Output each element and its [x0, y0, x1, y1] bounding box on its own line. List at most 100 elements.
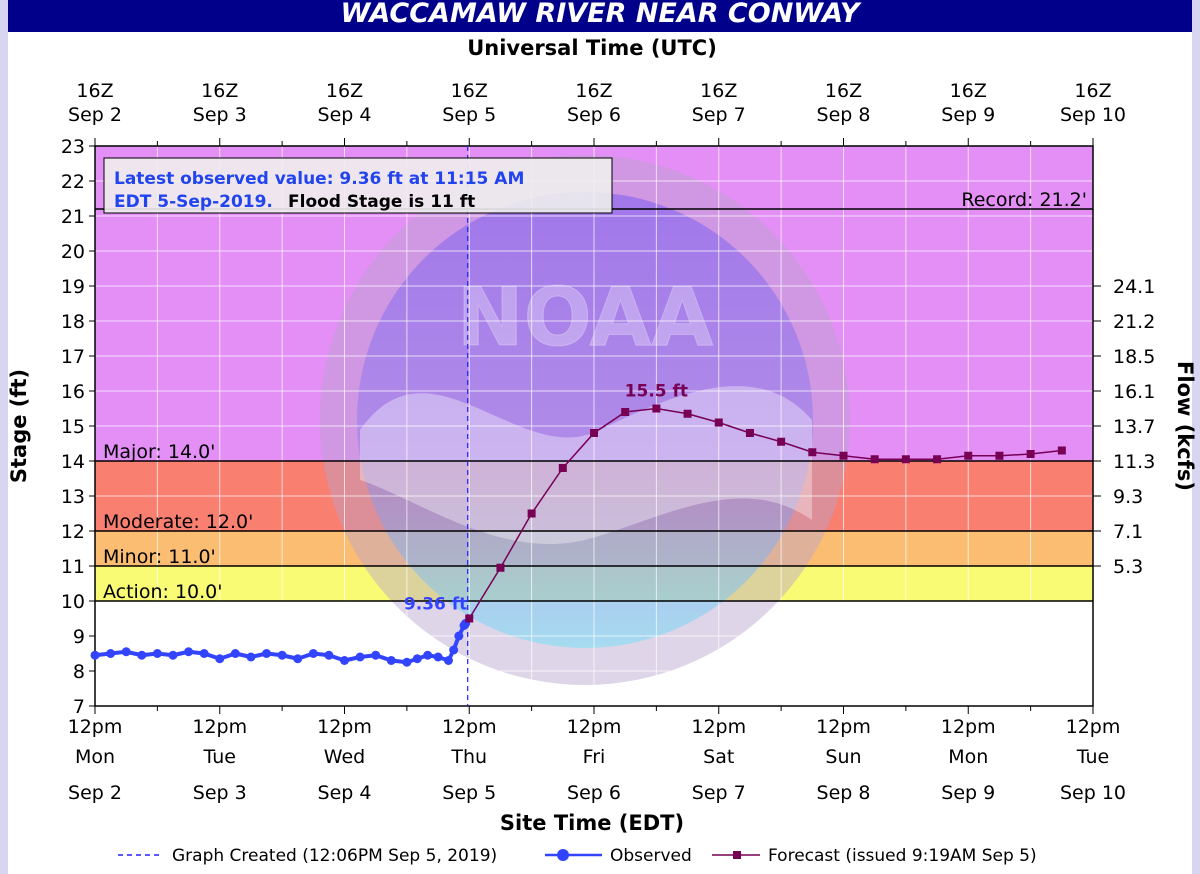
edt-tick-day: Sun [825, 746, 861, 768]
y-tick-label: 22 [61, 171, 85, 193]
observed-point [152, 649, 162, 658]
legend: Graph Created (12:06PM Sep 5, 2019) Obse… [118, 846, 1037, 866]
utc-tick-date: Sep 10 [1060, 104, 1126, 126]
y-tick-label: 13 [61, 486, 85, 508]
flow-tick-label: 11.3 [1113, 451, 1155, 473]
legend-forecast-marker [733, 851, 741, 859]
forecast-point [496, 563, 505, 572]
edt-tick-time: 12pm [442, 716, 497, 738]
edt-tick-date: Sep 3 [193, 782, 247, 804]
utc-tick-date: Sep 2 [68, 104, 122, 126]
forecast-point [652, 404, 661, 413]
utc-tick-date: Sep 9 [941, 104, 995, 126]
utc-tick-hour: 16Z [451, 80, 488, 102]
edt-tick-date: Sep 8 [817, 782, 871, 804]
forecast-point [839, 451, 848, 460]
flow-tick-label: 13.7 [1113, 416, 1155, 438]
forecast-point [558, 464, 567, 472]
forecast-point [870, 455, 879, 464]
edt-tick-day: Mon [75, 746, 115, 768]
flow-tick-label: 21.2 [1113, 311, 1155, 333]
y-tick-label: 7 [73, 696, 85, 718]
flow-tick-label: 7.1 [1113, 521, 1143, 543]
y-axis-title: Stage (ft) [7, 369, 31, 483]
right-border [1192, 0, 1200, 874]
forecast-point [1026, 450, 1035, 458]
utc-tick-hour: 16Z [825, 80, 862, 102]
y-tick-label: 23 [61, 136, 85, 158]
observed-point [106, 649, 116, 658]
observed-point [277, 650, 287, 660]
observed-point [199, 649, 209, 658]
left-border [0, 0, 8, 874]
utc-tick-hour: 16Z [201, 80, 238, 102]
edt-tick-time: 12pm [68, 716, 123, 738]
forecast-point [621, 408, 630, 416]
threshold-label: Moderate: 12.0' [103, 511, 253, 533]
edt-tick-day: Sat [703, 746, 734, 768]
forecast-point [714, 418, 723, 427]
info-line-2: EDT 5-Sep-2019. Flood Stage is 11 ft [114, 192, 475, 212]
forecast-point [745, 429, 754, 437]
x-axis-title: Site Time (EDT) [500, 811, 684, 835]
watermark-agency: NOAA [457, 271, 714, 364]
observed-point [184, 647, 194, 657]
forecast-point [590, 429, 598, 437]
flow-tick-label: 9.3 [1113, 486, 1143, 508]
legend-observed-marker [557, 849, 569, 861]
threshold-label: Action: 10.0' [103, 581, 222, 603]
edt-tick-time: 12pm [816, 716, 871, 738]
forecast-point [777, 437, 786, 446]
utc-tick-date: Sep 5 [442, 104, 496, 126]
edt-tick-date: Sep 6 [567, 782, 621, 804]
edt-tick-date: Sep 9 [941, 782, 995, 804]
observed-point [90, 650, 100, 660]
top-axis-title: Universal Time (UTC) [467, 36, 717, 60]
observed-point [423, 650, 433, 660]
edt-tick-date: Sep 5 [442, 782, 496, 804]
legend-observed-label: Observed [610, 846, 692, 866]
title-bar [8, 0, 1192, 32]
edt-tick-day: Thu [450, 746, 487, 768]
threshold-label: Record: 21.2' [961, 189, 1087, 211]
y-tick-label: 15 [61, 416, 85, 438]
observed-point [402, 657, 412, 667]
edt-tick-time: 12pm [192, 716, 247, 738]
forecast-point [901, 455, 910, 464]
y-tick-label: 12 [61, 521, 85, 543]
edt-axis: 12pm Mon Sep 2 12pm Tue Sep 3 12pm Wed Sep 4 12pm… [68, 706, 1126, 804]
observed-point [371, 650, 381, 660]
threshold-label: Minor: 11.0' [103, 546, 216, 568]
observed-point [355, 652, 365, 662]
y-tick-label: 9 [73, 626, 85, 648]
flow-tick-label: 5.3 [1113, 556, 1143, 578]
forecast-point [933, 455, 942, 464]
observed-point [386, 656, 396, 665]
threshold-label: Major: 14.0' [103, 441, 215, 463]
forecast-point [995, 451, 1004, 460]
observed-point [308, 649, 318, 658]
observed-point [454, 631, 464, 641]
y-tick-label: 16 [61, 381, 85, 403]
observed-series [90, 618, 471, 667]
edt-tick-time: 12pm [1066, 716, 1121, 738]
flow-axis: 24.1 21.2 18.5 16.1 13.7 11.3 9.3 7.1 5.3 [1093, 276, 1155, 578]
observed-point [262, 649, 272, 658]
edt-tick-day: Tue [1076, 746, 1109, 768]
y-tick-label: 18 [61, 311, 85, 333]
forecast-line [468, 407, 1062, 619]
forecast-point [527, 509, 536, 518]
edt-tick-time: 12pm [317, 716, 372, 738]
forecast-point [808, 448, 817, 457]
observed-point [246, 652, 256, 662]
utc-tick-hour: 16Z [700, 80, 737, 102]
observed-point [293, 654, 303, 664]
observed-point [215, 654, 225, 664]
edt-tick-time: 12pm [691, 716, 746, 738]
observed-point [168, 650, 178, 660]
edt-tick-date: Sep 7 [692, 782, 746, 804]
y2-axis-title: Flow (kcfs) [1173, 361, 1197, 491]
edt-tick-date: Sep 10 [1060, 782, 1126, 804]
